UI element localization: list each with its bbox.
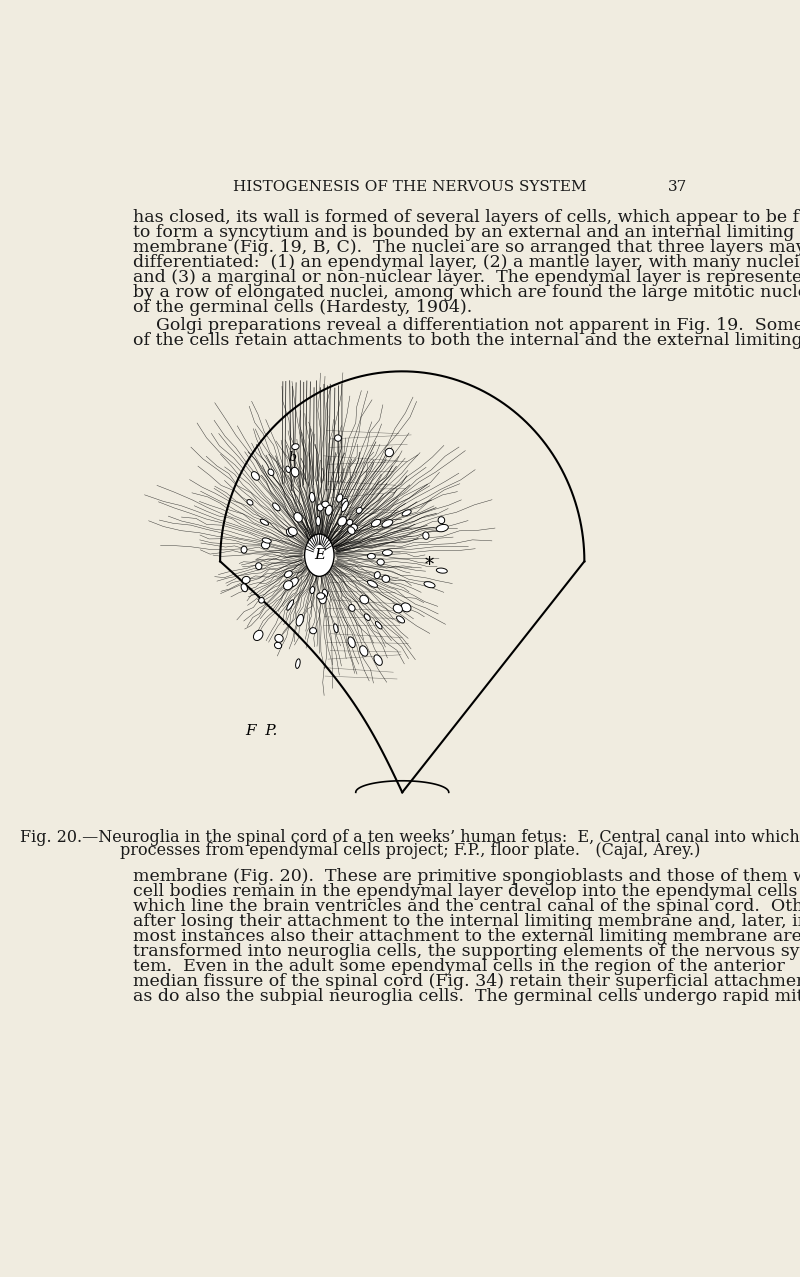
Text: HISTOGENESIS OF THE NERVOUS SYSTEM: HISTOGENESIS OF THE NERVOUS SYSTEM	[233, 180, 587, 194]
Ellipse shape	[436, 568, 447, 573]
Text: membrane (Fig. 20).  These are primitive spongioblasts and those of them whose: membrane (Fig. 20). These are primitive …	[133, 868, 800, 885]
Ellipse shape	[371, 520, 381, 527]
Text: b: b	[288, 451, 296, 464]
Ellipse shape	[260, 520, 269, 525]
Text: has closed, its wall is formed of several layers of cells, which appear to be fu: has closed, its wall is formed of severa…	[133, 208, 800, 226]
Text: which line the brain ventricles and the central canal of the spinal cord.  Other: which line the brain ventricles and the …	[133, 898, 800, 914]
Ellipse shape	[296, 614, 303, 626]
Ellipse shape	[438, 517, 445, 524]
Ellipse shape	[316, 516, 321, 526]
Ellipse shape	[397, 616, 405, 623]
Ellipse shape	[367, 553, 375, 559]
Ellipse shape	[318, 504, 323, 511]
Ellipse shape	[275, 635, 283, 642]
Ellipse shape	[273, 503, 280, 511]
Text: of the cells retain attachments to both the internal and the external limiting: of the cells retain attachments to both …	[133, 332, 800, 349]
Text: Fig. 20.—Neuroglia in the spinal cord of a ten weeks’ human fetus:  E, Central c: Fig. 20.—Neuroglia in the spinal cord of…	[20, 829, 800, 845]
Ellipse shape	[382, 575, 390, 582]
Ellipse shape	[241, 584, 247, 591]
Ellipse shape	[356, 507, 362, 513]
Ellipse shape	[342, 498, 348, 506]
Ellipse shape	[310, 627, 317, 633]
Ellipse shape	[351, 524, 358, 531]
Ellipse shape	[292, 443, 299, 450]
Text: median fissure of the spinal cord (Fig. 34) retain their superficial attachments: median fissure of the spinal cord (Fig. …	[133, 973, 800, 990]
Ellipse shape	[242, 576, 250, 584]
Ellipse shape	[322, 501, 329, 507]
Text: most instances also their attachment to the external limiting membrane are: most instances also their attachment to …	[133, 928, 800, 945]
Ellipse shape	[283, 581, 293, 590]
Ellipse shape	[377, 559, 384, 566]
Ellipse shape	[286, 529, 295, 536]
Ellipse shape	[294, 512, 302, 522]
Ellipse shape	[296, 659, 300, 668]
Ellipse shape	[318, 594, 326, 604]
Ellipse shape	[258, 598, 264, 603]
Text: tem.  Even in the adult some ependymal cells in the region of the anterior: tem. Even in the adult some ependymal ce…	[133, 958, 785, 974]
Ellipse shape	[360, 595, 369, 604]
Text: by a row of elongated nuclei, among which are found the large mitotic nuclei: by a row of elongated nuclei, among whic…	[133, 283, 800, 301]
Ellipse shape	[334, 435, 342, 442]
Ellipse shape	[346, 520, 353, 525]
Text: F  P.: F P.	[246, 724, 278, 738]
Text: differentiated:  (1) an ependymal layer, (2) a mantle layer, with many nuclei,: differentiated: (1) an ependymal layer, …	[133, 254, 800, 271]
Ellipse shape	[349, 604, 355, 612]
Ellipse shape	[348, 637, 355, 647]
Text: processes from ependymal cells project; F.P., floor plate.   (Cajal, Arey.): processes from ependymal cells project; …	[120, 843, 700, 859]
Ellipse shape	[402, 510, 411, 516]
Ellipse shape	[262, 538, 271, 543]
Text: E: E	[314, 548, 325, 562]
Ellipse shape	[247, 499, 253, 506]
Ellipse shape	[374, 572, 380, 578]
Text: and (3) a marginal or non-nuclear layer.  The ependymal layer is represented: and (3) a marginal or non-nuclear layer.…	[133, 268, 800, 286]
Text: 37: 37	[668, 180, 687, 194]
Ellipse shape	[338, 517, 346, 526]
Ellipse shape	[375, 622, 382, 630]
Text: *: *	[425, 557, 434, 575]
Text: Golgi preparations reveal a differentiation not apparent in Fig. 19.  Some: Golgi preparations reveal a differentiat…	[156, 317, 800, 333]
Text: of the germinal cells (Hardesty, 1904).: of the germinal cells (Hardesty, 1904).	[133, 299, 472, 315]
Ellipse shape	[322, 589, 327, 598]
Ellipse shape	[255, 563, 262, 570]
Ellipse shape	[305, 534, 334, 576]
Ellipse shape	[310, 586, 314, 594]
Ellipse shape	[285, 571, 292, 577]
Ellipse shape	[422, 533, 429, 539]
Ellipse shape	[262, 541, 270, 549]
Ellipse shape	[310, 493, 315, 502]
Ellipse shape	[286, 466, 290, 472]
Ellipse shape	[334, 624, 338, 632]
Ellipse shape	[385, 448, 394, 457]
Ellipse shape	[382, 549, 392, 555]
Text: to form a syncytium and is bounded by an external and an internal limiting: to form a syncytium and is bounded by an…	[133, 223, 794, 240]
Ellipse shape	[286, 600, 294, 610]
Ellipse shape	[401, 603, 411, 612]
Ellipse shape	[274, 642, 282, 649]
Ellipse shape	[268, 469, 274, 475]
Text: as do also the subpial neuroglia cells.  The germinal cells undergo rapid mitoti: as do also the subpial neuroglia cells. …	[133, 988, 800, 1005]
Text: transformed into neuroglia cells, the supporting elements of the nervous sys-: transformed into neuroglia cells, the su…	[133, 942, 800, 960]
Ellipse shape	[326, 506, 332, 516]
Ellipse shape	[382, 520, 393, 527]
Ellipse shape	[289, 577, 298, 587]
Ellipse shape	[291, 467, 299, 476]
Ellipse shape	[342, 501, 348, 512]
Ellipse shape	[367, 580, 378, 587]
Ellipse shape	[254, 631, 263, 641]
Ellipse shape	[241, 547, 247, 553]
Ellipse shape	[289, 527, 297, 535]
Text: cell bodies remain in the ependymal layer develop into the ependymal cells: cell bodies remain in the ependymal laye…	[133, 882, 797, 900]
Ellipse shape	[364, 614, 370, 621]
Ellipse shape	[360, 646, 368, 656]
Ellipse shape	[374, 655, 382, 665]
Ellipse shape	[337, 494, 342, 502]
Text: membrane (Fig. 19, B, C).  The nuclei are so arranged that three layers may be: membrane (Fig. 19, B, C). The nuclei are…	[133, 239, 800, 255]
Ellipse shape	[317, 593, 325, 599]
Ellipse shape	[348, 527, 355, 534]
Ellipse shape	[424, 581, 435, 587]
Text: after losing their attachment to the internal limiting membrane and, later, in: after losing their attachment to the int…	[133, 913, 800, 930]
Ellipse shape	[394, 604, 402, 613]
Ellipse shape	[251, 471, 259, 480]
Ellipse shape	[436, 525, 448, 531]
